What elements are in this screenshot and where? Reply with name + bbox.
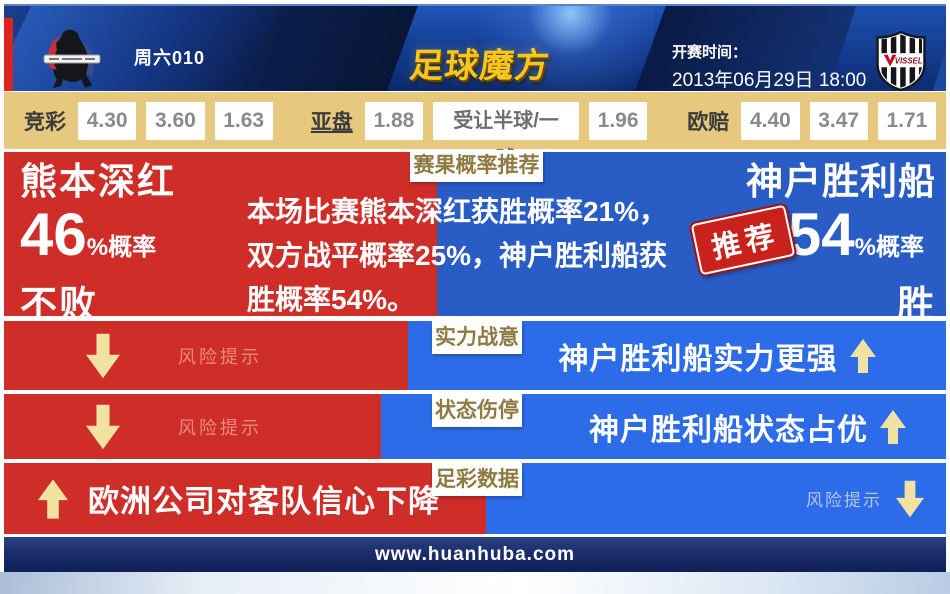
brand-logo: 足球魔方 [407, 47, 552, 85]
row2-analysis-text: 神户胜利船状态占优 [589, 413, 868, 447]
oupei-label: 欧赔 [687, 110, 730, 134]
home-probability-value: 46 [20, 201, 87, 268]
up-arrow-icon [880, 409, 906, 444]
vissel-logo-text: VISSEL [895, 56, 923, 65]
kickoff-label: 开赛时间： [672, 44, 748, 61]
away-probability-suffix: %概率 [854, 234, 924, 261]
oupei-draw-odds: 3.47 [809, 101, 868, 140]
row1-risk-note: 风险提示 [178, 346, 262, 367]
yapan-home-odds: 1.88 [364, 101, 424, 140]
down-arrow-icon [86, 333, 120, 378]
status-tag: 状态伤停 [432, 394, 522, 427]
row2-home-risk: 风险提示 [4, 394, 381, 459]
home-probability-suffix: %概率 [86, 234, 157, 261]
match-code: 周六010 [134, 48, 206, 68]
oupei-home-odds: 4.40 [741, 101, 800, 140]
row1-home-risk: 风险提示 [4, 321, 408, 390]
odds-bar: 竞彩 4.30 3.60 1.63 亚盘 1.88 受让半球/一球 1.96 欧… [4, 92, 946, 170]
jingcai-home-odds: 4.30 [78, 101, 137, 140]
jingcai-draw-odds: 3.60 [146, 101, 205, 140]
row3-home-analysis: 欧洲公司对客队信心下降 [4, 463, 486, 534]
up-arrow-icon [849, 338, 876, 373]
header-red-strip [4, 18, 13, 91]
row2-risk-note: 风险提示 [178, 417, 262, 438]
kickoff-time: 2013年06月29日 18:00 [672, 70, 867, 91]
home-outcome: 不败 [20, 284, 98, 325]
yapan-label: 亚盘 [310, 110, 353, 134]
kickoff-block: 开赛时间： 2013年06月29日 18:00 [672, 41, 866, 91]
jingcai-label: 竞彩 [24, 110, 66, 134]
row3-risk-note: 风险提示 [806, 491, 882, 510]
down-arrow-icon [896, 480, 924, 517]
bottom-strip [0, 572, 950, 594]
row3-away-risk: 风险提示 [486, 463, 946, 534]
up-arrow-icon [38, 478, 68, 519]
away-probability-value: 54 [787, 201, 855, 268]
away-team-name: 神户胜利船 [746, 161, 936, 202]
header-glow [434, 6, 654, 91]
footer-url: www.huanhuba.com [4, 537, 946, 572]
row3-analysis-text: 欧洲公司对客队信心下降 [88, 484, 440, 519]
home-probability-line: 46%概率 [20, 204, 437, 282]
strength-tag: 实力战意 [432, 321, 522, 354]
oupei-away-odds: 1.71 [877, 101, 937, 140]
home-team-name: 熊本深红 [20, 161, 176, 202]
result-probability-tag: 赛果概率推荐 [410, 150, 543, 182]
prediction-summary: 本场比赛熊本深红获胜概率21%， 双方战平概率25%，神户胜利船获 胜概率54%… [247, 196, 668, 315]
row1-analysis-text: 神户胜利船实力更强 [558, 342, 838, 376]
down-arrow-icon [86, 404, 120, 449]
yapan-handicap: 受让半球/一球 [433, 101, 579, 170]
jingcai-away-odds: 1.63 [214, 101, 273, 140]
away-probability-line: 54%概率 [437, 204, 936, 282]
home-team-logo-icon [43, 29, 101, 89]
away-team-logo-icon: VISSEL [876, 31, 926, 91]
yapan-away-odds: 1.96 [588, 101, 648, 140]
home-prediction-block: 熊本深红 46%概率 不败 [4, 152, 437, 325]
header: 周六010 足球魔方 开赛时间： 2013年06月29日 18:00 VISSE… [4, 4, 946, 91]
lottery-data-tag: 足彩数据 [432, 463, 522, 496]
away-outcome: 胜 [897, 284, 934, 325]
